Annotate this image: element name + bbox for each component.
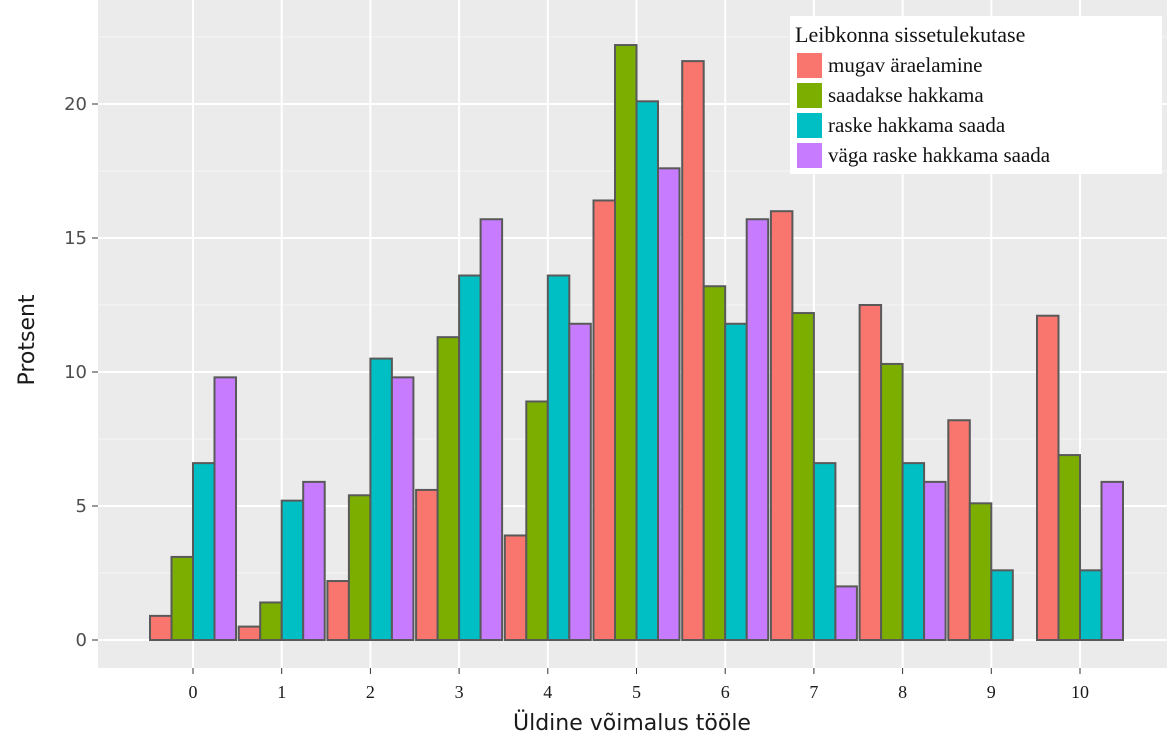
bar	[259, 601, 283, 641]
bar	[745, 218, 770, 642]
bar	[657, 167, 681, 641]
bar	[968, 502, 993, 641]
bar	[170, 555, 194, 641]
bar	[347, 494, 372, 641]
bar	[458, 274, 482, 641]
legend-key	[797, 143, 822, 168]
bar	[302, 480, 326, 641]
bar	[546, 274, 571, 641]
legend-label: väga raske hakkama saada	[828, 143, 1051, 167]
x-tick-label: 0	[189, 682, 198, 702]
bar	[479, 218, 504, 642]
bar	[525, 400, 549, 642]
bar	[213, 376, 237, 641]
bar	[390, 376, 415, 641]
y-tick-label: 5	[76, 496, 87, 517]
bar	[326, 580, 350, 641]
bar	[901, 462, 926, 641]
bar	[812, 462, 837, 641]
x-axis-ticks: 0 1 2 3 4 5 6 7 8 9 10	[189, 668, 1089, 702]
bar	[568, 322, 592, 641]
x-tick-label: 1	[277, 682, 286, 702]
x-axis-label: Üldine võimalus tööle	[513, 710, 751, 736]
bar	[990, 569, 1014, 642]
x-tick-label: 3	[455, 682, 464, 702]
bar	[436, 336, 461, 641]
x-tick-label: 5	[632, 682, 641, 702]
bar	[858, 304, 883, 641]
x-tick-label: 6	[721, 682, 730, 702]
bar	[280, 499, 305, 642]
bar	[769, 210, 794, 641]
bar	[503, 534, 528, 641]
bar	[592, 199, 616, 641]
y-tick-label: 10	[64, 362, 87, 383]
x-tick-label: 10	[1071, 682, 1089, 702]
y-axis-label: Protsent	[15, 294, 40, 385]
legend-label: mugav äraelamine	[828, 53, 983, 77]
legend-key	[797, 83, 822, 108]
y-axis-ticks: 0 5 10 15 20	[64, 94, 98, 651]
x-tick-label: 8	[898, 682, 907, 702]
y-tick-label: 15	[64, 228, 87, 249]
bar	[149, 614, 173, 642]
bar	[791, 312, 815, 641]
bar	[702, 285, 727, 641]
legend: Leibkonna sissetulekutase mugav äraelami…	[790, 16, 1162, 174]
legend-title: Leibkonna sissetulekutase	[795, 22, 1025, 47]
bar	[834, 585, 858, 642]
y-tick-label: 0	[76, 630, 87, 651]
x-tick-label: 4	[543, 682, 552, 702]
bar	[923, 480, 947, 641]
bar	[681, 60, 705, 642]
bar	[635, 100, 659, 641]
bar	[237, 625, 262, 641]
bar	[947, 419, 971, 641]
x-tick-label: 7	[809, 682, 818, 702]
x-tick-label: 9	[987, 682, 996, 702]
legend-key	[797, 53, 822, 78]
legend-label: raske hakkama saada	[828, 113, 1006, 137]
bar	[369, 357, 393, 641]
bars	[149, 44, 1124, 642]
legend-background	[790, 16, 1162, 174]
y-tick-label: 20	[64, 94, 87, 115]
bar	[1100, 480, 1124, 641]
legend-label: saadakse hakkama	[828, 83, 984, 107]
bar	[1036, 314, 1060, 641]
bar	[1057, 454, 1081, 641]
bar	[614, 44, 638, 642]
bar	[415, 488, 439, 642]
bar	[192, 462, 216, 641]
legend-items: mugav äraelamine saadakse hakkama raske ha…	[797, 53, 1051, 168]
x-tick-label: 2	[366, 682, 375, 702]
bar	[880, 362, 904, 641]
bar	[1079, 569, 1103, 642]
bar	[724, 322, 748, 641]
legend-key	[797, 113, 822, 138]
